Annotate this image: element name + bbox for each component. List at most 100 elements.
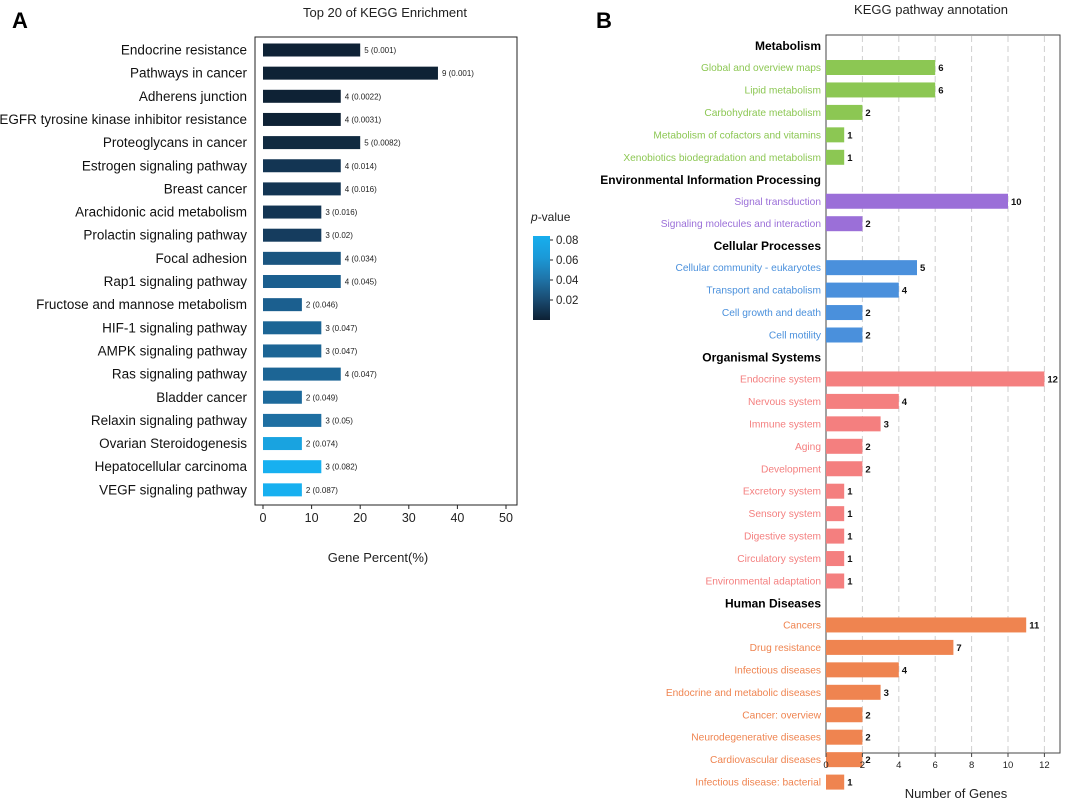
panel-a-letter: A [12, 8, 28, 33]
bar [826, 305, 863, 321]
bar-data-label: 3 (0.047) [325, 324, 357, 333]
bar [263, 437, 302, 451]
x-tick-label: 4 [896, 760, 901, 771]
bar-data-label: 4 (0.016) [345, 185, 377, 194]
category-label: Hepatocellular carcinoma [95, 459, 248, 474]
pathway-label: Immune system [749, 419, 821, 430]
group-header: Cellular Processes [714, 239, 822, 253]
bar-data-label: 3 (0.082) [325, 463, 357, 472]
bar [826, 60, 936, 75]
chart-b-title: KEGG pathway annotation [854, 2, 1008, 17]
legend-tick-label: 0.08 [556, 235, 578, 247]
bar-value-label: 4 [902, 286, 908, 297]
bar-data-label: 3 (0.02) [325, 231, 353, 240]
bar [826, 371, 1045, 387]
bar [263, 298, 302, 312]
bar [263, 321, 322, 335]
x-tick-label: 6 [933, 760, 938, 771]
x-tick-label: 40 [450, 511, 464, 525]
bar-data-label: 2 (0.049) [306, 393, 338, 402]
category-label: Breast cancer [164, 181, 248, 196]
bar-value-label: 1 [847, 153, 853, 164]
bar [826, 127, 845, 143]
bar [826, 260, 917, 276]
x-tick-label: 0 [260, 511, 267, 525]
chart-a-x-label: Gene Percent(%) [328, 550, 428, 565]
bar-value-label: 6 [938, 85, 943, 96]
category-label: Arachidonic acid metabolism [75, 205, 247, 220]
bar-value-label: 2 [865, 464, 870, 475]
bar-value-label: 2 [865, 331, 870, 342]
chart-a-plot-frame [254, 36, 518, 506]
group-header: Human Diseases [725, 596, 821, 610]
bar-data-label: 4 (0.0031) [345, 115, 382, 124]
bar-value-label: 1 [847, 577, 853, 588]
category-label: Bladder cancer [156, 390, 247, 405]
bar [263, 367, 341, 381]
bar [826, 193, 1008, 209]
panel-a: A Top 20 of KEGG Enrichment Endocrine re… [0, 5, 579, 565]
category-label: Rap1 signaling pathway [104, 274, 248, 289]
group-header: Metabolism [755, 39, 821, 53]
bar [263, 228, 322, 242]
category-label: VEGF signaling pathway [99, 482, 247, 497]
bar-value-label: 1 [847, 554, 853, 565]
legend-tick-label: 0.04 [556, 275, 579, 287]
chart-a-data-labels: 5 (0.001) 9 (0.001) 4 (0.0022) 4 (0.0031) 5 … [306, 46, 474, 495]
x-tick-label: 10 [305, 511, 319, 525]
x-tick-label: 10 [1003, 760, 1014, 771]
pathway-label: Infectious disease: bacterial [695, 778, 821, 789]
bar [263, 205, 322, 219]
bar [263, 159, 341, 173]
bar [826, 149, 845, 165]
pathway-label: Excretory system [743, 487, 821, 498]
legend-tick-label: 0.06 [556, 255, 578, 267]
bar [826, 551, 845, 567]
bar-data-label: 3 (0.016) [325, 208, 357, 217]
bar-value-label: 10 [1011, 197, 1022, 208]
x-tick-label: 50 [499, 511, 513, 525]
bar [826, 617, 1027, 633]
bar-value-label: 4 [902, 397, 908, 408]
pathway-label: Cancers [783, 620, 821, 631]
bar-data-label: 5 (0.001) [364, 46, 396, 55]
chart-a-x-axis: 0 10 20 30 40 50 [260, 505, 513, 525]
pathway-label: Aging [795, 442, 821, 453]
pathway-label: Xenobiotics biodegradation and metabolis… [623, 153, 821, 164]
bar [263, 66, 438, 80]
bar [826, 82, 936, 98]
bar-value-label: 2 [865, 710, 870, 721]
bar-value-label: 2 [865, 308, 870, 319]
bar [826, 774, 845, 790]
bar-value-label: 2 [865, 755, 870, 766]
pathway-label: Cellular community - eukaryotes [675, 263, 821, 274]
panel-b: B KEGG pathway annotation Metabolism Glob… [596, 2, 1061, 801]
x-tick-label: 8 [969, 760, 974, 771]
bar [826, 684, 881, 700]
bar [826, 729, 863, 745]
pathway-label: Transport and catabolism [706, 286, 821, 297]
bar-value-label: 12 [1047, 374, 1058, 385]
category-label: Fructose and mannose metabolism [36, 297, 247, 312]
bar [826, 104, 863, 120]
bar-value-label: 2 [865, 733, 870, 744]
pathway-label: Lipid metabolism [745, 85, 821, 96]
legend-title-suffix: -value [538, 210, 571, 224]
bar-data-label: 4 (0.045) [345, 278, 377, 287]
chart-a-bars [263, 43, 438, 497]
bar [826, 216, 863, 232]
chart-a-category-labels: Endocrine resistance Pathways in cancer Ad… [0, 43, 248, 498]
bar [826, 438, 863, 454]
category-label: HIF-1 signaling pathway [102, 320, 247, 335]
legend-colorbar [533, 236, 550, 320]
panel-b-letter: B [596, 8, 612, 33]
category-label: Ras signaling pathway [112, 367, 247, 382]
bar-data-label: 4 (0.034) [345, 254, 377, 263]
x-tick-label: 20 [353, 511, 367, 525]
pathway-label: Cell growth and death [722, 308, 821, 319]
group-header: Organismal Systems [702, 350, 821, 364]
category-label: Estrogen signaling pathway [82, 158, 247, 173]
bar [826, 573, 845, 589]
pathway-label: Nervous system [748, 397, 821, 408]
category-label: EGFR tyrosine kinase inhibitor resistanc… [0, 112, 247, 127]
